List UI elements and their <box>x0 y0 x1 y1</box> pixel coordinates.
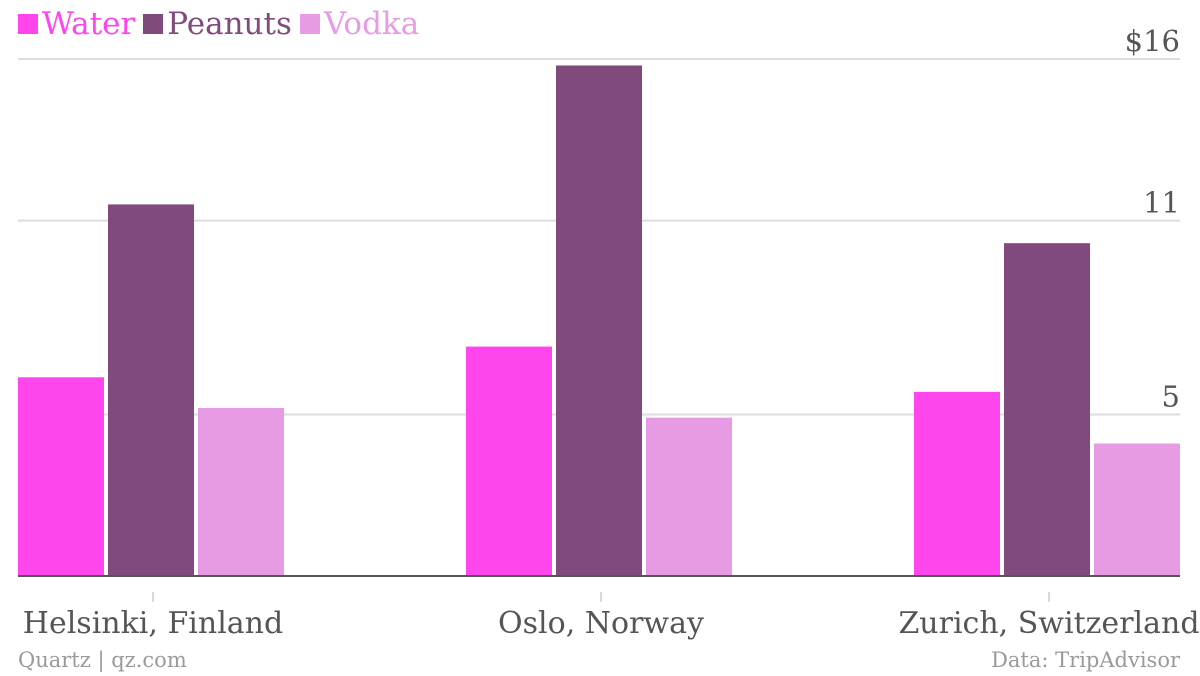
legend-swatch-peanuts <box>143 14 164 34</box>
x-tick-label: Zurich, Switzerland <box>898 606 1199 641</box>
x-tick-label: Helsinki, Finland <box>23 606 283 641</box>
legend-item-vodka: Vodka <box>299 4 420 44</box>
bar-vodka-1 <box>646 417 732 576</box>
y-tick-label: $16 <box>1125 24 1180 58</box>
legend-label-water: Water <box>42 6 136 42</box>
bar-vodka-2 <box>1094 443 1180 576</box>
bar-peanuts-2 <box>1004 243 1090 576</box>
legend-label-vodka: Vodka <box>323 6 420 42</box>
x-tick-label: Oslo, Norway <box>498 606 704 641</box>
legend-swatch-water <box>18 14 38 34</box>
bar-water-1 <box>466 346 552 576</box>
legend-item-peanuts: Peanuts <box>143 4 292 44</box>
legend-label-peanuts: Peanuts <box>167 6 292 42</box>
bar-peanuts-0 <box>108 204 194 576</box>
footer-data-credit: Data: TripAdvisor <box>991 648 1180 672</box>
footer-source: Quartz | qz.com <box>18 648 187 672</box>
bar-water-2 <box>914 391 1000 576</box>
y-tick-label: 11 <box>1143 186 1180 220</box>
bar-vodka-0 <box>198 407 284 576</box>
y-tick-label: 5 <box>1162 379 1180 413</box>
bar-peanuts-1 <box>556 65 642 577</box>
legend-swatch-vodka <box>299 14 320 34</box>
bar-water-0 <box>18 377 104 576</box>
chart-legend: Water Peanuts Vodka <box>18 4 427 44</box>
legend-item-water: Water <box>18 4 135 44</box>
